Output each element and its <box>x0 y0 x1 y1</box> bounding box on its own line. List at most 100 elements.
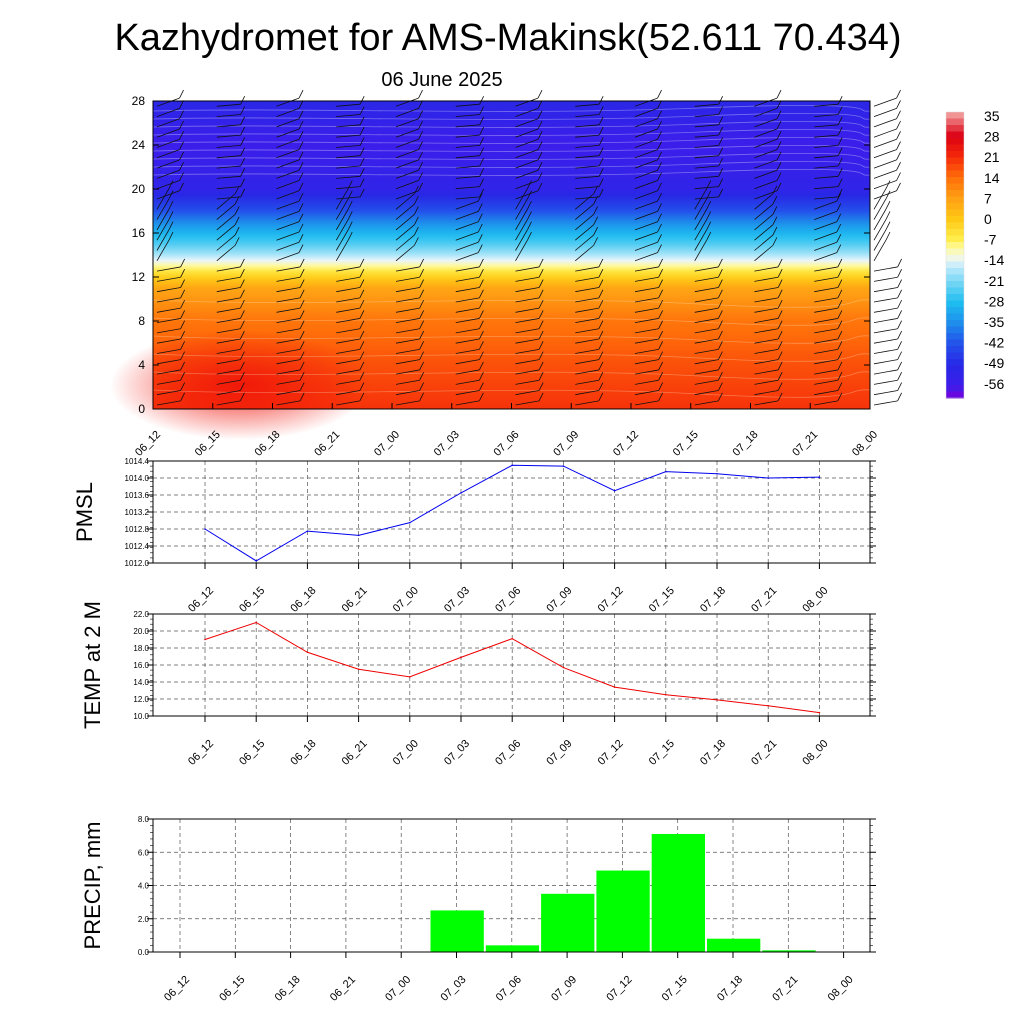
wind-barb <box>814 307 838 313</box>
data-point <box>818 476 821 478</box>
chart-title: Kazhydromet for AMS-Makinsk(52.611 70.43… <box>114 17 901 59</box>
wind-barb-flag <box>537 110 543 119</box>
wind-barb <box>216 203 236 220</box>
wind-barb <box>455 400 480 406</box>
y-tick-label: 22.0 <box>133 610 149 619</box>
wind-barb <box>216 193 236 210</box>
wind-barb <box>873 338 898 344</box>
wind-barb <box>156 239 170 261</box>
colorbar-cell <box>946 203 964 211</box>
wind-barb <box>873 369 898 375</box>
wind-barb <box>276 211 300 220</box>
wind-barb <box>873 229 887 251</box>
wind-barb-flag <box>896 162 901 171</box>
wind-barb <box>754 190 778 200</box>
wind-barb <box>873 108 897 117</box>
wind-barb-flag <box>837 392 843 402</box>
wind-barb <box>634 169 658 179</box>
wind-barb <box>694 338 719 344</box>
wind-barb <box>336 145 361 148</box>
x-tick-label: 07_00 <box>391 585 421 615</box>
colorbar-cell <box>946 229 964 237</box>
contour-line <box>152 335 871 344</box>
wind-barb-flag <box>718 269 723 278</box>
wind-barb-flag <box>837 310 843 319</box>
wind-barb <box>216 214 236 231</box>
precip-panel: 0.0 2.0 4.0 6.0 8.0 06_12 06_15 06_18 06_21 07_00… <box>80 815 876 1004</box>
wind-barb <box>515 338 540 344</box>
wind-barb <box>574 224 594 241</box>
data-point <box>255 621 257 624</box>
wind-barb-flag <box>479 382 484 391</box>
wind-barb <box>873 239 887 261</box>
wind-barb <box>694 155 719 159</box>
precip-bar <box>762 950 816 952</box>
x-tick-label: 07_00 <box>391 738 421 768</box>
wind-barb <box>634 118 658 128</box>
wind-barb-flag <box>776 110 782 119</box>
wind-barb-flag <box>885 221 891 230</box>
wind-barb-flag <box>837 126 843 136</box>
wind-barb <box>754 245 774 262</box>
wind-barb-flag <box>419 382 424 391</box>
x-tick-label: 07_03 <box>439 974 469 1004</box>
wind-barb-flag <box>837 137 843 146</box>
wind-barb <box>156 297 181 303</box>
wind-barb <box>814 103 839 107</box>
colorbar-cell <box>946 248 964 256</box>
wind-barb-flag <box>897 341 902 350</box>
contour-line <box>152 112 871 120</box>
wind-barb <box>395 307 420 313</box>
wind-barb-flag <box>538 330 544 340</box>
wind-barb <box>634 241 658 251</box>
wind-barb-flag <box>180 382 185 391</box>
wind-barb-flag <box>718 157 724 167</box>
wind-barb <box>515 297 540 303</box>
temp-panel: 10.0 12.0 14.0 16.0 18.0 20.0 22.0 06_12 06_15 06… <box>80 601 876 768</box>
wind-barb <box>276 348 301 354</box>
data-point <box>204 638 206 641</box>
wind-barb <box>814 175 839 179</box>
x-tick-label: 07_15 <box>647 585 677 615</box>
wind-barb <box>276 359 301 365</box>
wind-barb-flag <box>598 178 604 187</box>
data-point <box>460 492 462 494</box>
wind-barb <box>336 287 360 293</box>
colorbar-cell <box>946 391 964 399</box>
y-tick-label: 4 <box>138 358 145 372</box>
colorbar-label: 7 <box>984 190 992 206</box>
wind-barb-flag <box>418 182 423 191</box>
colorbar-cell <box>946 222 964 230</box>
wind-barb <box>216 338 241 344</box>
wind-barb-flag <box>479 341 484 350</box>
wind-barb <box>814 165 839 169</box>
wind-barb <box>276 108 300 117</box>
wind-barb <box>873 169 897 179</box>
wind-barb-flag <box>658 320 663 329</box>
wind-barb-flag <box>359 147 365 156</box>
x-tick-label: 07_21 <box>749 585 779 615</box>
wind-barb-flag <box>298 120 304 130</box>
wind-barb-flag <box>359 126 365 136</box>
wind-barb <box>216 369 241 375</box>
precip-bar <box>541 893 595 952</box>
x-tick-label: 06_15 <box>237 585 267 615</box>
colorbar-cell <box>946 268 964 276</box>
wind-barb <box>336 297 360 303</box>
wind-barb-flag <box>538 258 544 268</box>
wind-barb-flag <box>299 361 305 371</box>
wind-barb <box>754 297 779 303</box>
colorbar-label: -21 <box>984 273 1004 289</box>
wind-barb <box>276 231 300 241</box>
wind-barb-flag <box>168 231 174 241</box>
wind-barb-flag <box>477 203 483 212</box>
x-tick-label: 07_12 <box>604 974 634 1004</box>
wind-barb <box>754 359 779 365</box>
wind-barb <box>515 266 540 272</box>
wind-barb <box>455 338 480 344</box>
wind-barb-flag <box>837 341 843 350</box>
wind-barb-flag <box>777 320 783 329</box>
wind-barb-flag <box>359 320 365 329</box>
wind-barb-flag <box>168 190 174 199</box>
